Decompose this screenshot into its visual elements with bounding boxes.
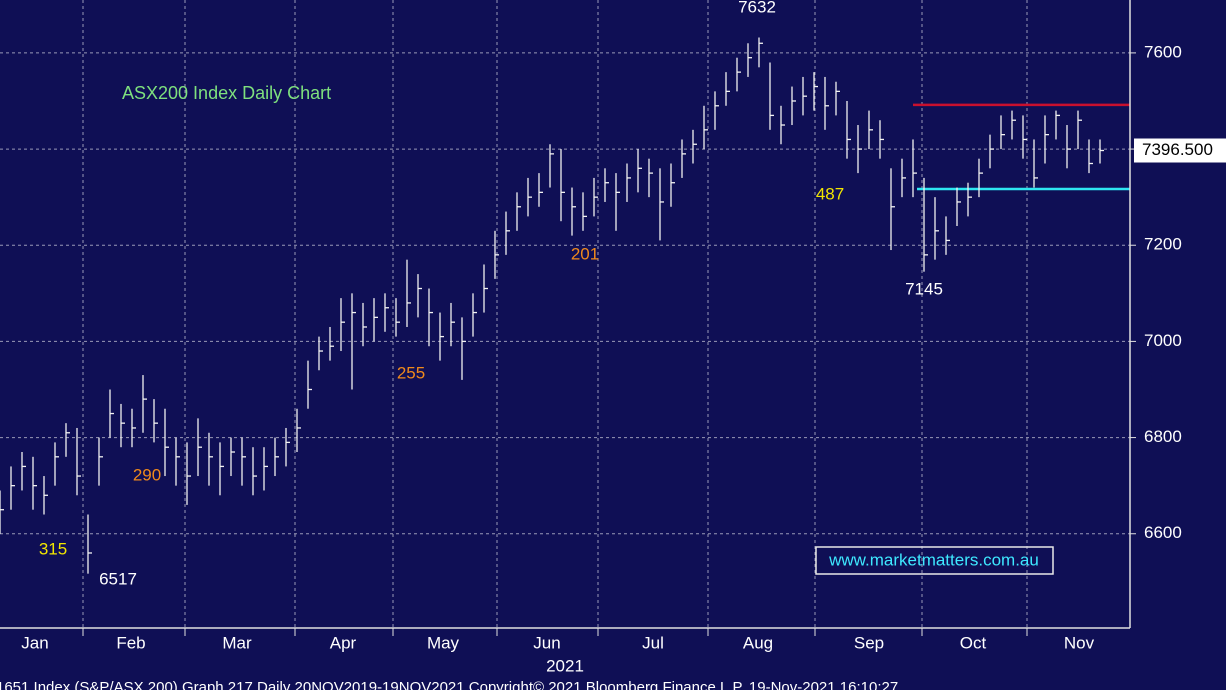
x-tick-label: Jun [533,633,560,652]
x-tick-label: Mar [222,633,252,652]
y-tick-label: 7200 [1144,235,1182,254]
annotations: 7632 6517 7145 315 290 255 201 487 [39,0,943,588]
y-tick-label: 7000 [1144,331,1182,350]
annotation: 290 [133,465,161,484]
watermark-box [815,546,1054,575]
chart-title: ASX200 Index Daily Chart [122,83,331,103]
annotation: 487 [816,184,844,203]
annotation: 6517 [99,569,137,588]
watermark: www.marketmatters.com.au [828,550,1039,569]
y-tick-label: 7600 [1144,42,1182,61]
axes: 660068007000720074007600JanFebMarAprMayJ… [21,42,1226,652]
x-tick-label: Jul [642,633,664,652]
footer: 1651 Index (S&P/ASX 200) Graph 217 Daily… [0,679,898,690]
annotation: 255 [397,363,425,382]
x-axis-year: 2021 [546,656,584,675]
x-tick-label: Sep [854,633,884,652]
grid [0,0,1130,628]
annotation: 201 [571,244,599,263]
annotation: 7145 [905,279,943,298]
y-tick-label: 6800 [1144,427,1182,446]
x-tick-label: Oct [960,633,987,652]
x-tick-label: Jan [21,633,48,652]
annotation: 7632 [738,0,776,16]
price-bars [0,37,1104,574]
x-tick-label: Feb [116,633,145,652]
last-price-box [1134,138,1226,163]
reference-lines [913,103,1130,191]
x-tick-label: Aug [743,633,773,652]
x-tick-label: Apr [330,633,357,652]
x-tick-label: May [427,633,460,652]
y-tick-label: 6600 [1144,523,1182,542]
x-tick-label: Nov [1064,633,1095,652]
last-price-label: 7396.500 [1142,140,1213,159]
annotation: 315 [39,539,67,558]
